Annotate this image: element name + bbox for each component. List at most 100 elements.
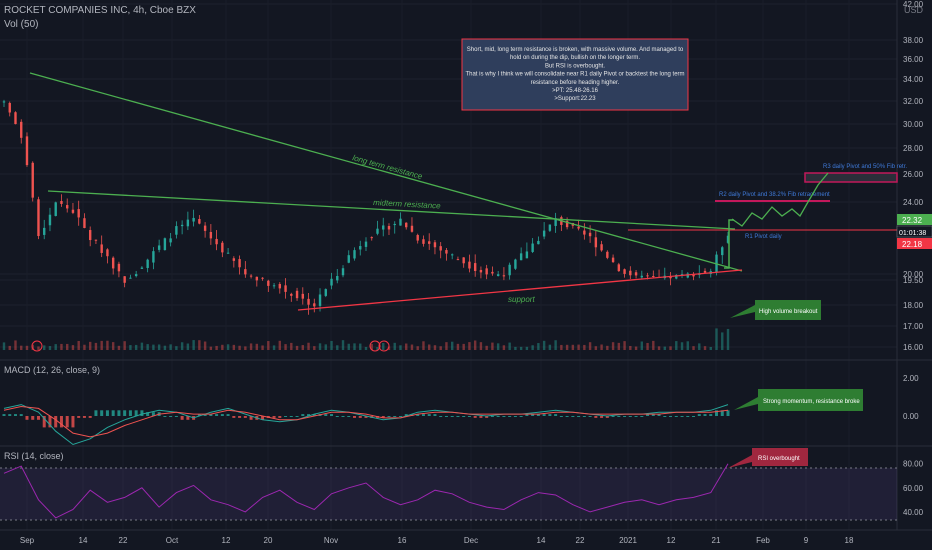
candle-body — [726, 235, 730, 243]
macd-hist-bar — [163, 416, 167, 417]
volume-bar — [382, 343, 385, 350]
macd-tick-label: 0.00 — [903, 412, 919, 421]
macd-hist-bar — [439, 416, 443, 417]
macd-hist-bar — [628, 416, 632, 417]
volume-bar — [606, 345, 609, 350]
volume-bar — [163, 345, 167, 350]
macd-hist-bar — [8, 414, 12, 416]
macd-hist-bar — [611, 416, 615, 417]
candle-body — [347, 255, 350, 263]
volume-bar — [433, 345, 437, 350]
candle-body — [382, 225, 385, 230]
candle-body — [600, 244, 603, 251]
volume-bar — [370, 343, 373, 350]
volume-bar — [594, 346, 598, 350]
candle-body — [2, 101, 6, 103]
candle-body — [405, 222, 408, 228]
candle-body — [508, 264, 511, 276]
volume-bar — [14, 340, 17, 350]
candle-body — [54, 202, 57, 216]
volume-bar — [60, 343, 63, 350]
r2-pivot-label: R2 daily Pivot and 38.2% Fib retracement — [719, 192, 830, 198]
volume-bar — [129, 345, 132, 350]
candle-body — [433, 242, 437, 248]
volume-bar — [537, 343, 540, 350]
volume-bar — [330, 340, 333, 350]
candle-body — [473, 263, 477, 271]
currency-label: USD — [904, 5, 924, 15]
candle-body — [554, 218, 557, 226]
macd-hist-bar — [692, 416, 696, 417]
volume-bar — [462, 343, 465, 350]
note-line: But RSI is overbought. — [545, 63, 605, 69]
earnings-icon[interactable] — [378, 340, 390, 352]
volume-bar — [117, 345, 121, 350]
time-axis[interactable]: Sep 14 22 Oct 12 20 Nov 16 Dec 14 22 2021 12 21 Feb 9 18 — [20, 536, 854, 545]
volume-bar — [399, 345, 402, 350]
candle-body — [359, 246, 362, 250]
volume-bar — [675, 341, 678, 350]
volume-bar — [238, 345, 241, 350]
earnings-icon[interactable] — [369, 340, 381, 352]
volume-bar — [376, 346, 379, 350]
candle-body — [140, 267, 144, 269]
candle-body — [20, 121, 23, 138]
volume-bar — [473, 340, 477, 350]
macd-hist-bar — [358, 416, 362, 418]
macd-hist-bar — [151, 412, 155, 416]
volume-bars — [2, 328, 730, 350]
volume-bar — [450, 341, 454, 350]
candle-body — [468, 261, 471, 269]
candle-body — [272, 285, 276, 287]
volume-bar — [94, 342, 98, 350]
macd-hist-bar — [186, 416, 190, 420]
analysis-note-text: Short, mid, long term resistance is brok… — [465, 47, 684, 102]
macd-hist-bar — [123, 410, 127, 416]
macd-hist-bar — [663, 416, 667, 417]
volume-bar — [715, 328, 718, 350]
volume-bar — [341, 340, 345, 350]
candle-body — [66, 205, 69, 209]
note-line: >Support:22.23 — [554, 96, 596, 102]
macd-hist-bar — [220, 414, 224, 416]
macd-hist-bar — [697, 414, 701, 416]
momentum-callout-pointer — [734, 397, 758, 410]
volume-bar — [623, 341, 626, 350]
price-tag-current-text: 22.32 — [902, 216, 923, 225]
candle-body — [537, 240, 540, 245]
volume-bar — [393, 342, 396, 350]
high-volume-callout — [755, 300, 821, 320]
earnings-markers[interactable] — [31, 340, 390, 352]
volume-bar — [709, 346, 712, 350]
volume-bar — [686, 341, 689, 350]
macd-hist-bar — [554, 414, 558, 416]
volume-bar — [313, 346, 316, 350]
volume-bar — [726, 328, 730, 350]
macd-hist-bar — [19, 414, 23, 416]
candle-body — [634, 272, 638, 276]
macd-hist-bar — [565, 416, 569, 417]
rsi-callout — [752, 448, 808, 466]
volume-bar — [290, 342, 293, 350]
rsi-tick-label: 80.00 — [903, 460, 924, 469]
volume-bar — [249, 343, 253, 350]
macd-hist-bar — [31, 416, 35, 420]
volume-bar — [2, 342, 6, 350]
candle-body — [364, 241, 368, 247]
macd-hist-bar — [71, 416, 75, 428]
volume-bar — [439, 346, 442, 350]
earnings-icon[interactable] — [31, 340, 43, 352]
macd-hist-bar — [215, 414, 219, 416]
time-tick-label: 22 — [576, 536, 585, 545]
candle-body — [519, 253, 523, 261]
macd-hist-bar — [381, 416, 385, 418]
candle-body — [301, 293, 304, 299]
volume-bar — [295, 345, 299, 350]
time-tick-label: 16 — [398, 536, 407, 545]
price-tag-level-text: 22.18 — [902, 240, 923, 249]
volume-bar — [445, 342, 448, 350]
macd-hist-bar — [536, 414, 540, 416]
macd-hist-bar — [513, 416, 517, 417]
candle-body — [261, 277, 264, 279]
